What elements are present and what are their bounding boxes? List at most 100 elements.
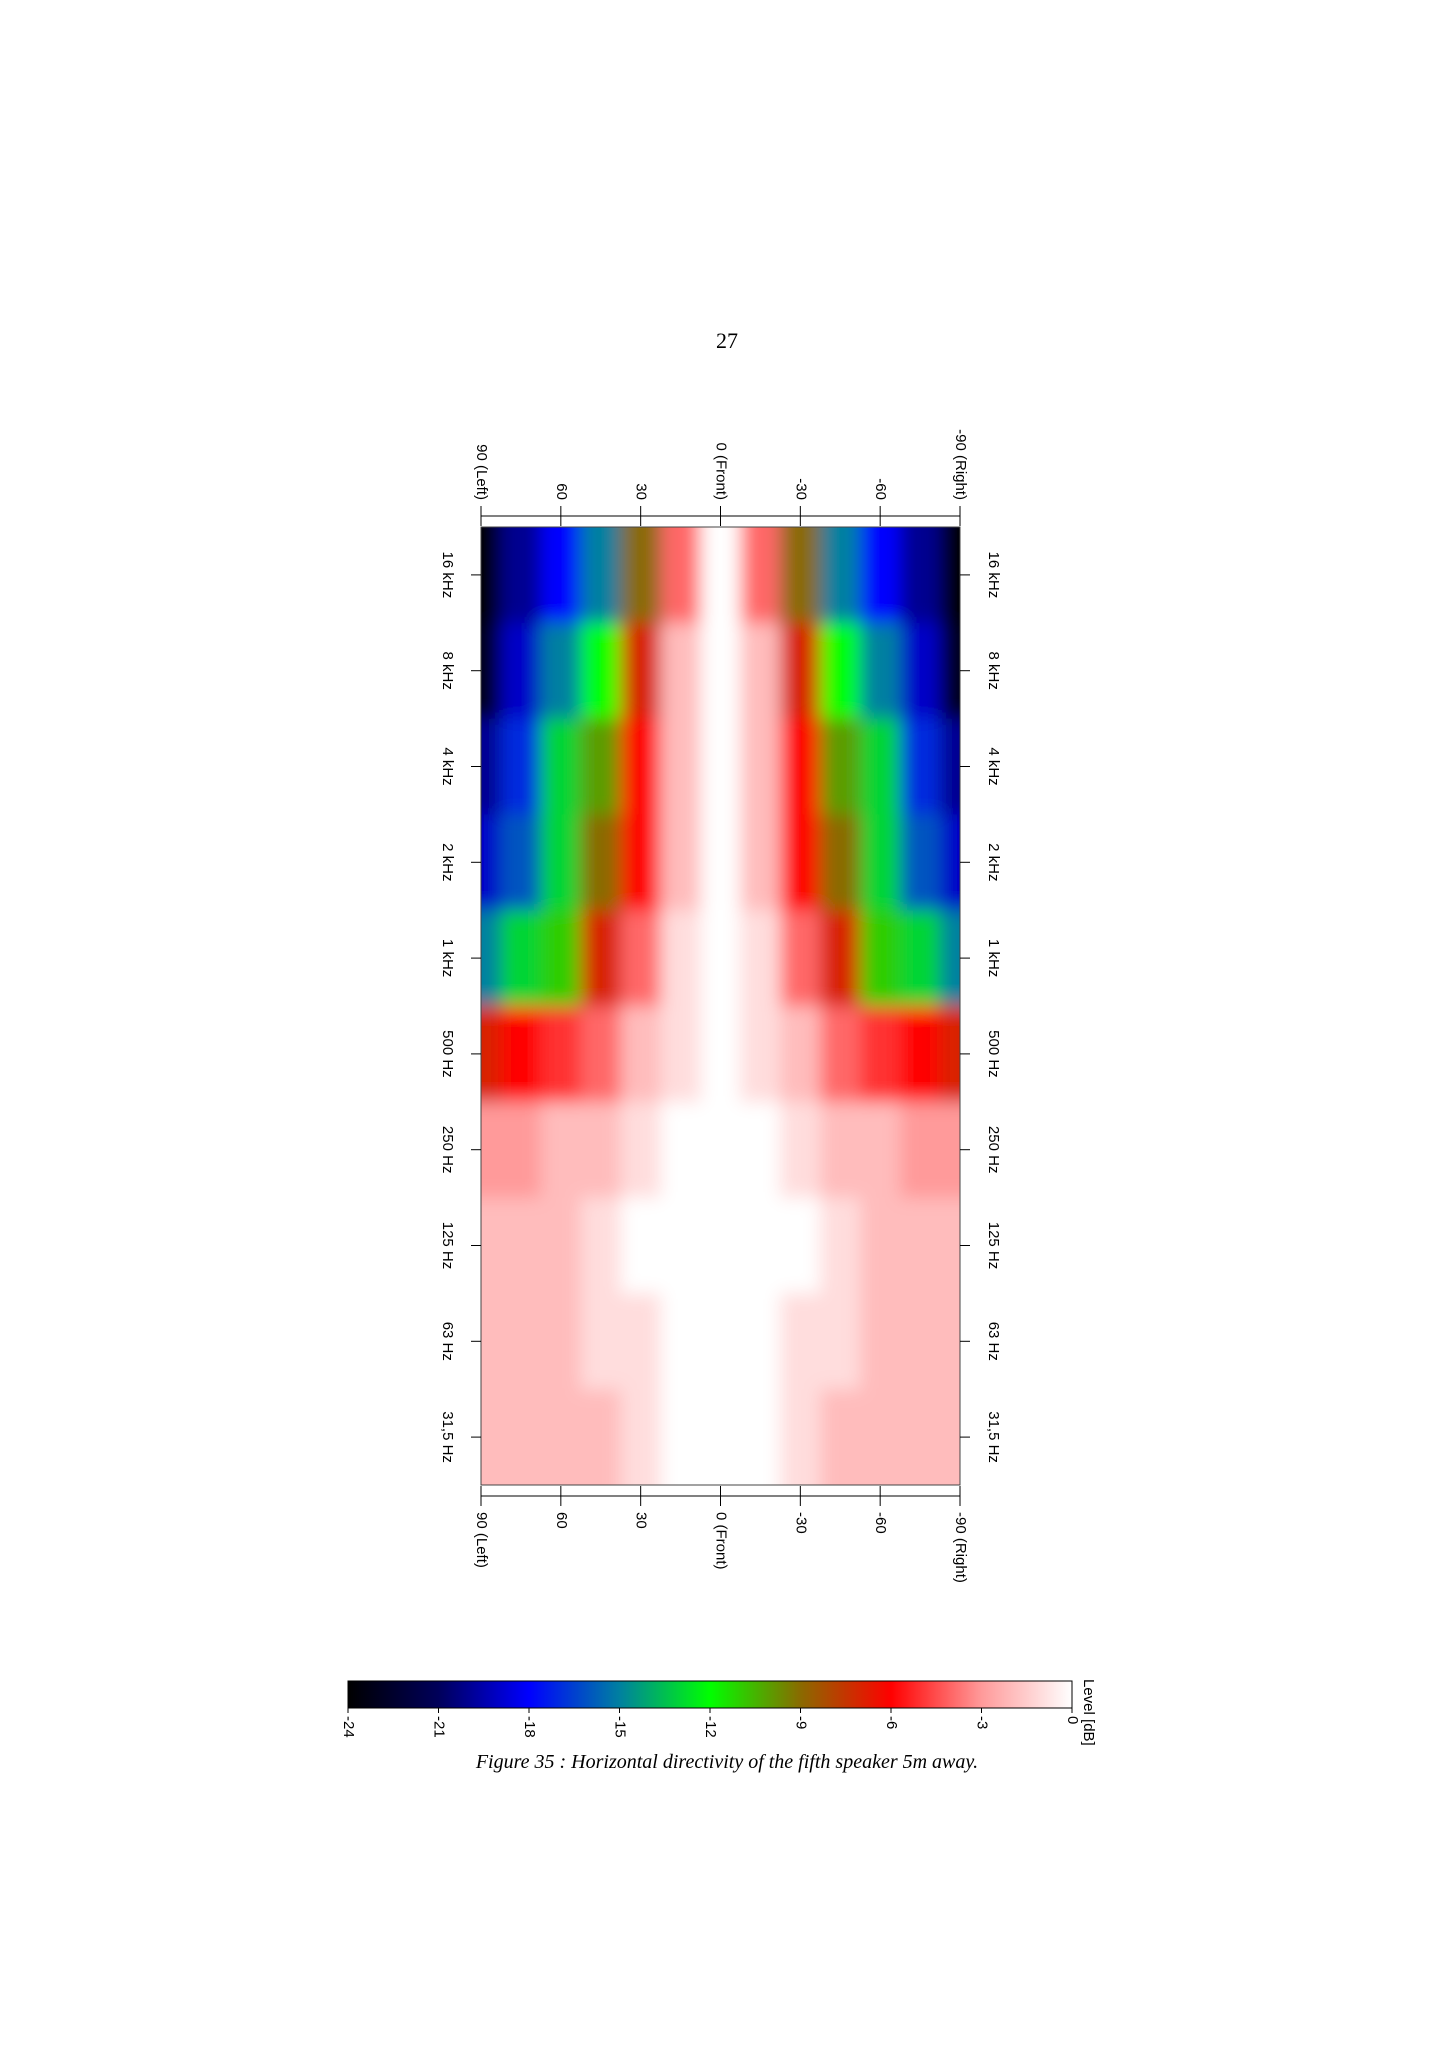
y-tick-label-left: 16 kHz <box>439 552 456 599</box>
heat-cell <box>540 1006 582 1103</box>
heat-cell <box>780 1101 821 1199</box>
y-tick-label-right: 4 kHz <box>985 747 1002 785</box>
heat-cell <box>620 910 662 1007</box>
x-tick-label-top: 0 (Front) <box>713 442 730 500</box>
x-tick-label-top: -30 <box>792 478 809 500</box>
heat-cell <box>820 814 861 911</box>
heat-cell <box>780 718 821 815</box>
heat-cell <box>540 1197 582 1294</box>
heat-cell <box>940 718 960 815</box>
heat-cell <box>940 527 960 624</box>
x-tick-label-top: -90 (Right) <box>952 429 969 500</box>
heat-cell <box>700 1101 741 1199</box>
heat-cell <box>540 814 582 911</box>
heat-cell <box>540 718 582 815</box>
heat-cell <box>820 1293 861 1390</box>
y-tick-label-left: 2 kHz <box>439 843 456 881</box>
heat-cell <box>740 1293 781 1390</box>
colorbar-tick-label: -15 <box>612 1716 629 1738</box>
heat-cell <box>860 814 901 911</box>
y-tick-label-right: 8 kHz <box>985 652 1002 690</box>
heat-cell <box>940 1101 960 1199</box>
heat-cell <box>500 814 542 911</box>
heat-cell <box>940 910 960 1007</box>
heat-cell <box>820 1101 861 1199</box>
y-tick-label-right: 16 kHz <box>985 552 1002 599</box>
x-tick-label-bottom: -60 <box>872 1512 889 1534</box>
y-tick-label-right: 63 Hz <box>985 1322 1002 1361</box>
heat-cell <box>740 622 781 720</box>
heat-cell <box>580 622 622 720</box>
heat-cell <box>620 527 662 624</box>
heat-cell <box>580 1197 622 1294</box>
colorbar-tick-label: -12 <box>702 1716 719 1738</box>
caption: Figure 35 : Horizontal directivity of th… <box>475 1751 978 1773</box>
y-tick-label-left: 250 Hz <box>439 1126 456 1174</box>
heat-cell <box>620 1293 662 1390</box>
heat-cell <box>500 718 542 815</box>
heat-cell <box>780 622 821 720</box>
heat-cell <box>900 527 941 624</box>
page-number: 27 <box>716 328 738 353</box>
colorbar-tick-label: -18 <box>521 1716 538 1738</box>
heat-cell <box>780 1293 821 1390</box>
heat-cell <box>900 1293 941 1390</box>
heat-cell <box>481 1006 502 1103</box>
heat-cell <box>900 910 941 1007</box>
heat-cell <box>860 622 901 720</box>
y-tick-label-left: 31,5 Hz <box>439 1411 456 1463</box>
heat-cell <box>860 1006 901 1103</box>
heat-cell <box>860 527 901 624</box>
heat-cell <box>481 1101 502 1199</box>
heat-cell <box>540 527 582 624</box>
heat-cell <box>820 1197 861 1294</box>
heat-cell <box>620 1006 662 1103</box>
x-tick-label-top: -60 <box>872 478 889 500</box>
colorbar <box>347 1680 1073 1709</box>
heat-cell <box>481 622 502 720</box>
y-tick-label-left: 63 Hz <box>439 1322 456 1361</box>
heat-cell <box>660 718 702 815</box>
heat-cell <box>481 1197 502 1294</box>
heat-cell <box>500 622 542 720</box>
heat-cell <box>540 1101 582 1199</box>
heat-cell <box>860 1389 901 1485</box>
heat-cell <box>500 527 542 624</box>
heat-cell <box>700 1293 741 1390</box>
x-tick-label-top: 90 (Left) <box>473 444 490 500</box>
colorbar-tick-label: -24 <box>340 1716 357 1738</box>
heat-cell <box>860 1197 901 1294</box>
heat-cell <box>740 910 781 1007</box>
heat-cell <box>740 1101 781 1199</box>
heat-cell <box>660 910 702 1007</box>
heat-cell <box>860 1293 901 1390</box>
heat-cell <box>540 1293 582 1390</box>
heat-cell <box>780 1197 821 1294</box>
heat-cell <box>740 718 781 815</box>
heat-cell <box>860 718 901 815</box>
heat-cell <box>580 1101 622 1199</box>
heat-cell <box>481 1293 502 1390</box>
colorbar-tick-label: 0 <box>1064 1716 1081 1724</box>
heat-cell <box>500 910 542 1007</box>
heat-cell <box>820 1389 861 1485</box>
heat-cell <box>940 622 960 720</box>
heat-cell <box>660 1389 702 1485</box>
heat-cell <box>700 1389 741 1485</box>
colorbar-tick-label: -6 <box>883 1716 900 1729</box>
heat-cell <box>780 814 821 911</box>
heat-cell <box>740 1197 781 1294</box>
heat-cell <box>660 1006 702 1103</box>
colorbar-tick-label: -3 <box>974 1716 991 1729</box>
y-tick-label-left: 125 Hz <box>439 1222 456 1270</box>
heat-cell <box>860 910 901 1007</box>
heat-cell <box>700 718 741 815</box>
heat-cell <box>780 910 821 1007</box>
heat-cell <box>481 527 502 624</box>
y-tick-label-left: 1 kHz <box>439 939 456 977</box>
x-tick-label-bottom: 60 <box>553 1512 570 1529</box>
heat-cell <box>481 910 502 1007</box>
heat-cell <box>820 622 861 720</box>
heat-cell <box>700 622 741 720</box>
heat-cell <box>481 814 502 911</box>
